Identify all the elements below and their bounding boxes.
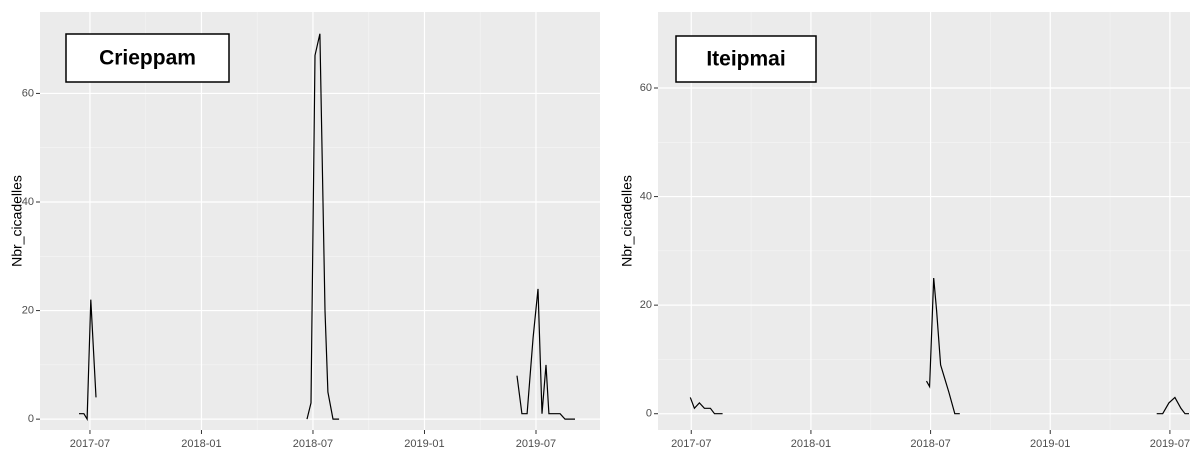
y-tick-label: 60 [22,87,34,99]
x-tick-label: 2018-01 [181,438,221,450]
annotation: Crieppam [99,47,196,70]
x-tick-label: 2019-07 [516,438,556,450]
y-tick-label: 0 [646,408,652,420]
x-tick-label: 2019-01 [1030,438,1070,450]
y-tick-label: 60 [640,82,652,94]
annotation-box [65,33,230,83]
x-tick-label: 2018-07 [910,438,950,450]
x-tick-label: 2017-07 [70,438,110,450]
x-tick-label: 2019-01 [404,438,444,450]
y-tick-label: 0 [28,413,34,425]
y-tick-label: 20 [22,304,34,316]
x-tick-label: 2018-07 [293,438,333,450]
annotation-box [675,35,817,83]
y-tick-label: 20 [640,299,652,311]
y-axis-label: Nbr_cicadelles [9,175,25,267]
x-tick-label: 2018-01 [791,438,831,450]
y-axis-label: Nbr_cicadelles [619,175,635,267]
line [79,33,575,422]
y-tick-label: 40 [22,196,34,208]
annotation: Iteipmai [706,48,785,71]
y-tick-label: 40 [640,190,652,202]
x-tick-label: 2017-07 [671,438,711,450]
line [689,277,1189,415]
x-tick-label: 2019-07 [1150,438,1190,450]
